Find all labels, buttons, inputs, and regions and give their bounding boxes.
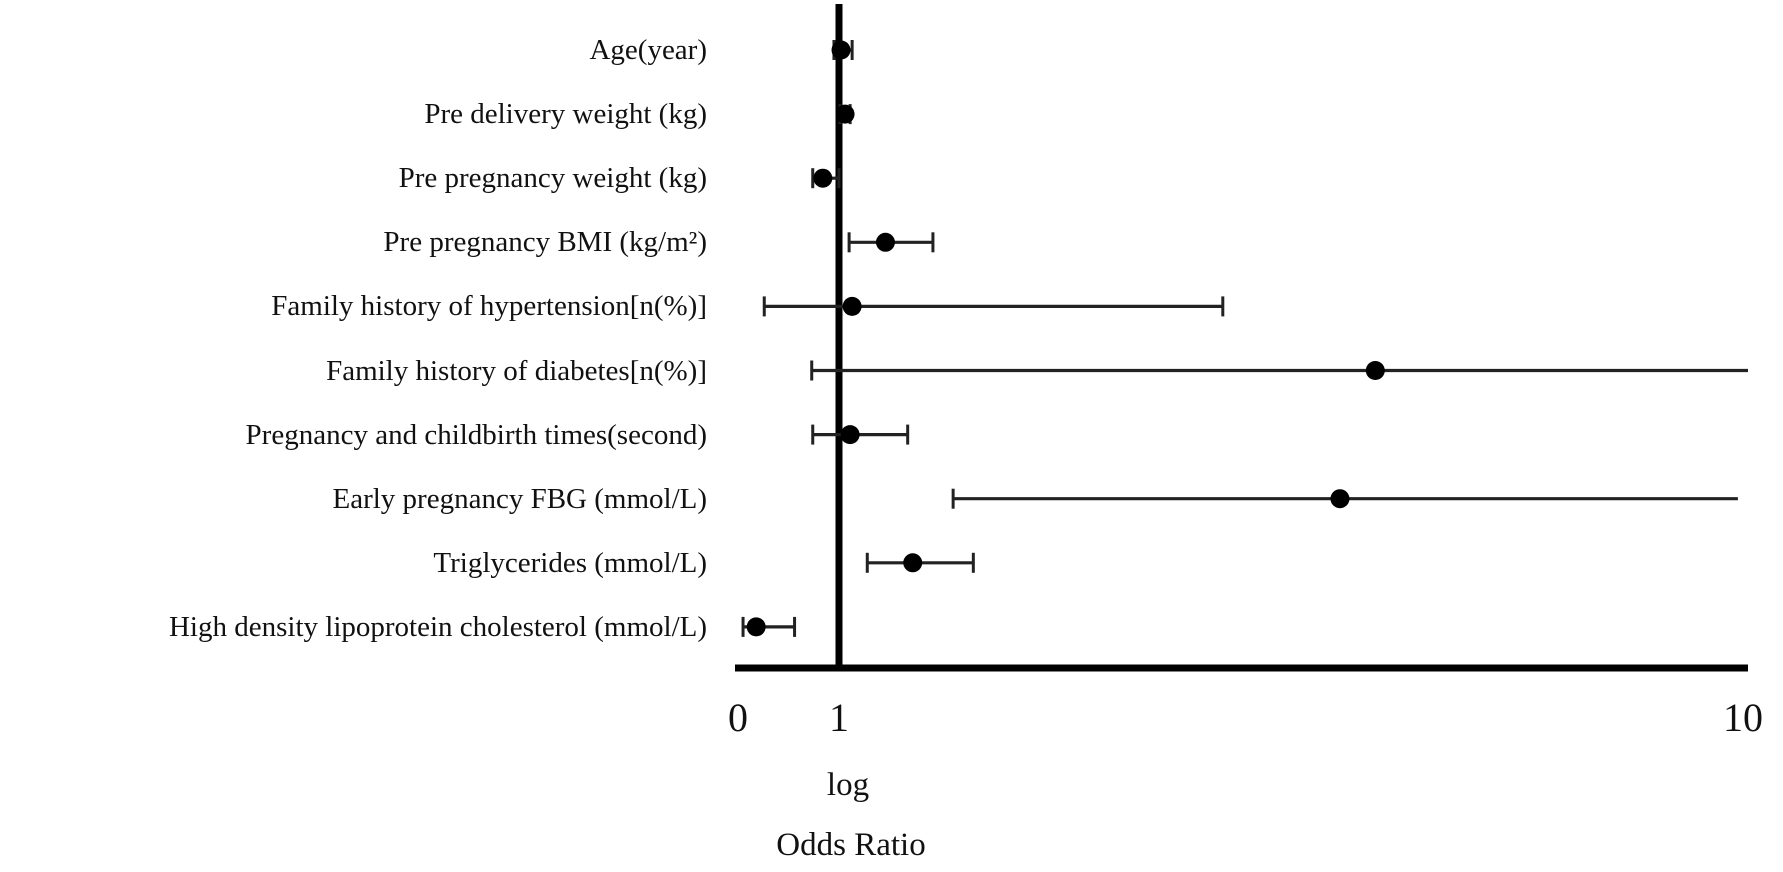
point-estimate-dot [840,425,860,445]
x-axis-title-odds-ratio: Odds Ratio [776,827,926,863]
point-estimate-dot [875,232,895,252]
point-estimate-dot [1365,361,1385,380]
x-tick-label-10: 10 [1723,695,1763,740]
row-label-family-history-hypertension: Family history of hypertension[n(%)] [271,290,707,322]
x-tick-label-1: 1 [829,695,849,740]
point-estimate-dot [831,40,851,60]
point-estimate-dot [1330,489,1350,509]
row-label-early-pregnancy-fbg: Early pregnancy FBG (mmol/L) [332,483,708,515]
point-estimate-dot [903,553,923,573]
row-label-age: Age(year) [589,34,707,66]
row-label-pre-delivery-weight: Pre delivery weight (kg) [424,98,707,130]
row-label-pregnancy-childbirth-times: Pregnancy and childbirth times(second) [245,419,707,451]
row-label-hdl-cholesterol: High density lipoprotein cholesterol (mm… [168,611,707,643]
point-estimate-dot [813,168,833,188]
row-label-pre-pregnancy-bmi: Pre pregnancy BMI (kg/m²) [383,226,707,258]
row-label-pre-pregnancy-weight: Pre pregnancy weight (kg) [398,162,707,194]
point-estimate-dot [842,296,862,316]
point-estimate-dot [835,104,855,124]
row-label-triglycerides: Triglycerides (mmol/L) [433,547,707,579]
x-axis-title-log: log [826,767,870,803]
point-estimate-dot [746,617,766,637]
row-label-family-history-diabetes: Family history of diabetes[n(%)] [326,355,707,387]
x-tick-label-0: 0 [728,695,748,740]
